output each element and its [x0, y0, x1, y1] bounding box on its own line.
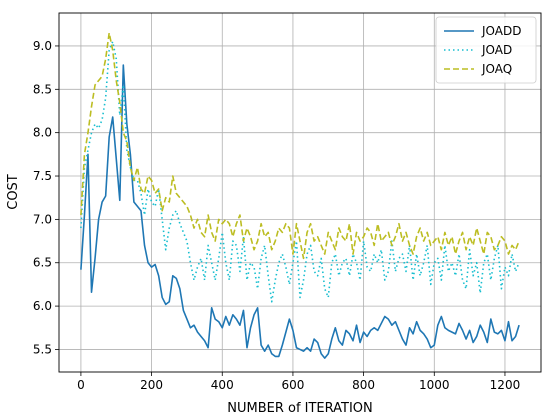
y-tick-label: 8.5	[33, 82, 52, 96]
x-tick-label: 400	[211, 378, 234, 392]
x-tick-label: 800	[352, 378, 375, 392]
x-tick-label: 1000	[419, 378, 450, 392]
series-layer	[80, 32, 520, 359]
y-tick-label: 5.5	[33, 342, 52, 356]
y-tick-label: 9.0	[33, 39, 52, 53]
x-tick-label: 200	[140, 378, 163, 392]
y-tick-label: 6.0	[33, 299, 52, 313]
x-tick-label: 1200	[490, 378, 521, 392]
plot-frame	[58, 12, 542, 373]
x-axis-label: NUMBER of ITERATION	[227, 401, 373, 416]
y-tick-label: 6.5	[33, 256, 52, 270]
x-tick-label: 600	[281, 378, 304, 392]
series-line-joadd	[80, 64, 520, 359]
series-line-joaq	[80, 32, 520, 260]
legend-label-joad: JOAD	[481, 43, 512, 57]
series-line-joad	[80, 40, 520, 303]
y-axis-label: COST	[6, 174, 21, 210]
y-axis: 5.5 6.0 6.5 7.0 7.5 8.0 8.5 9.0	[33, 39, 59, 356]
x-axis: 0 200 400 600 800 1000 1200	[77, 372, 520, 392]
y-tick-label: 8.0	[33, 126, 52, 140]
y-tick-label: 7.5	[33, 169, 52, 183]
grid	[59, 13, 541, 372]
legend-label-joaq: JOAQ	[481, 62, 512, 76]
legend: JOADD JOAD JOAQ	[435, 16, 537, 84]
y-tick-label: 7.0	[33, 212, 52, 226]
x-tick-label: 0	[77, 378, 85, 392]
legend-box	[435, 16, 537, 84]
legend-label-joadd: JOADD	[481, 24, 521, 38]
